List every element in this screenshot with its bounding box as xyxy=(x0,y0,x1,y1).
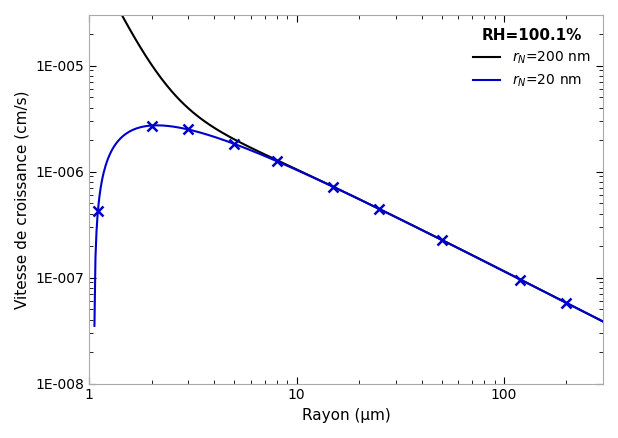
$r_N$=200 nm xyxy=(391,214,399,219)
$r_N$=20 nm xyxy=(178,126,185,131)
$r_N$=20 nm xyxy=(192,129,199,134)
$r_N$=20 nm xyxy=(374,205,381,211)
Line: $r_N$=200 nm: $r_N$=200 nm xyxy=(89,0,603,321)
$r_N$=20 nm xyxy=(599,319,607,324)
$r_N$=200 nm xyxy=(329,184,337,189)
$r_N$=20 nm xyxy=(91,323,98,328)
$r_N$=200 nm xyxy=(332,186,340,191)
Y-axis label: Vitesse de croissance (cm/s): Vitesse de croissance (cm/s) xyxy=(15,90,30,308)
$r_N$=200 nm xyxy=(363,201,371,206)
Legend: $r_N$=200 nm, $r_N$=20 nm: $r_N$=200 nm, $r_N$=20 nm xyxy=(467,22,596,95)
$r_N$=200 nm xyxy=(587,313,595,318)
Line: $r_N$=20 nm: $r_N$=20 nm xyxy=(95,125,603,326)
$r_N$=200 nm xyxy=(507,272,514,277)
$r_N$=200 nm xyxy=(599,319,607,324)
$r_N$=20 nm xyxy=(153,123,161,128)
X-axis label: Rayon (μm): Rayon (μm) xyxy=(302,408,391,423)
$r_N$=20 nm xyxy=(569,304,577,309)
$r_N$=20 nm xyxy=(141,124,148,129)
$r_N$=20 nm xyxy=(453,245,460,250)
